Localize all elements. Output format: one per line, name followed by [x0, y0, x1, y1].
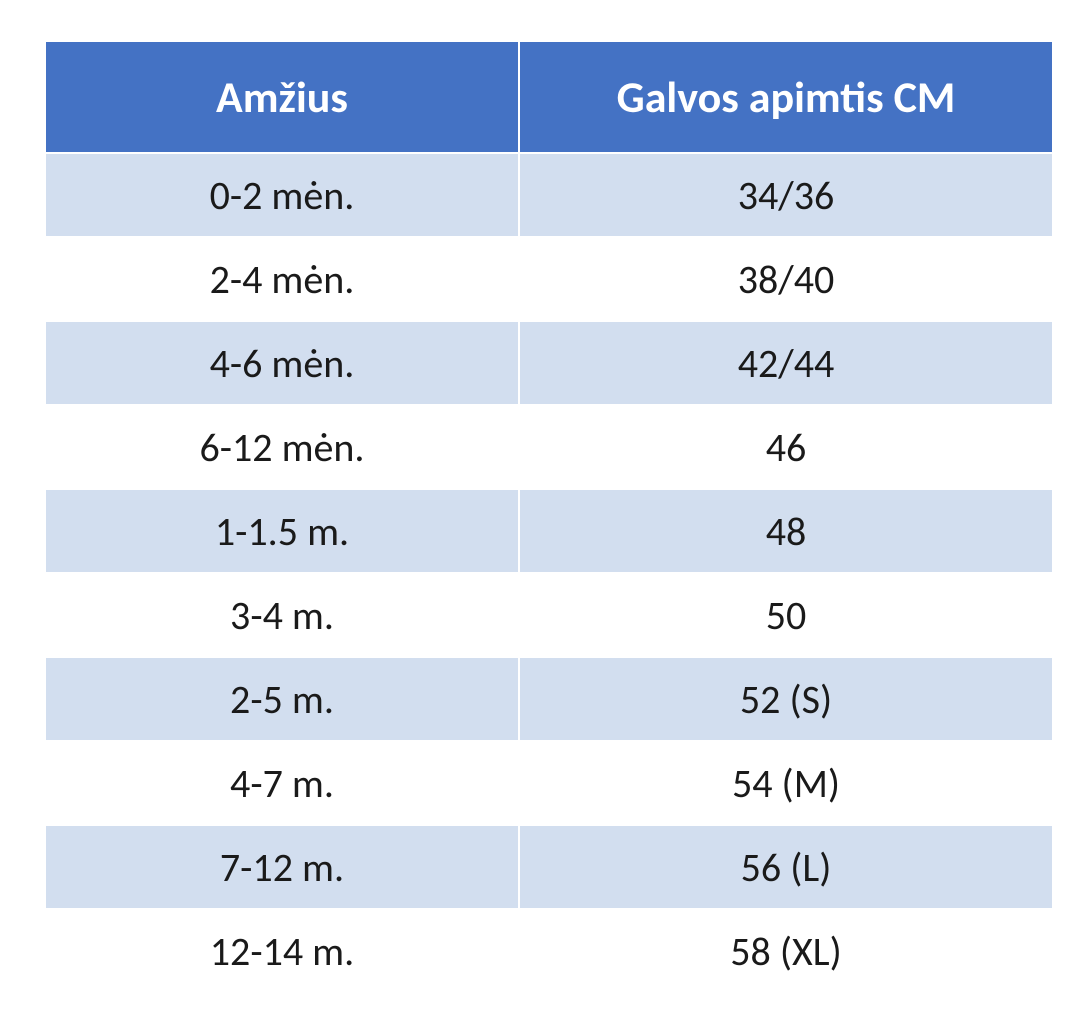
- size-chart-table: Amžius Galvos apimtis CM 0-2 mėn. 34/36 …: [44, 40, 1054, 994]
- table-row: 0-2 mėn. 34/36: [45, 153, 1053, 237]
- table-row: 12-14 m. 58 (XL): [45, 909, 1053, 993]
- cell-age: 1-1.5 m.: [45, 489, 519, 573]
- cell-value: 58 (XL): [519, 909, 1053, 993]
- cell-value: 42/44: [519, 321, 1053, 405]
- table-row: 4-7 m. 54 (M): [45, 741, 1053, 825]
- cell-age: 6-12 mėn.: [45, 405, 519, 489]
- table-row: 7-12 m. 56 (L): [45, 825, 1053, 909]
- cell-age: 7-12 m.: [45, 825, 519, 909]
- table-row: 1-1.5 m. 48: [45, 489, 1053, 573]
- cell-age: 12-14 m.: [45, 909, 519, 993]
- cell-value: 52 (S): [519, 657, 1053, 741]
- cell-age: 4-7 m.: [45, 741, 519, 825]
- table-row: 2-4 mėn. 38/40: [45, 237, 1053, 321]
- cell-value: 46: [519, 405, 1053, 489]
- table-row: 3-4 m. 50: [45, 573, 1053, 657]
- cell-value: 38/40: [519, 237, 1053, 321]
- cell-age: 2-5 m.: [45, 657, 519, 741]
- cell-age: 3-4 m.: [45, 573, 519, 657]
- cell-age: 4-6 mėn.: [45, 321, 519, 405]
- cell-value: 56 (L): [519, 825, 1053, 909]
- cell-value: 34/36: [519, 153, 1053, 237]
- table-row: 2-5 m. 52 (S): [45, 657, 1053, 741]
- table-container: Amžius Galvos apimtis CM 0-2 mėn. 34/36 …: [0, 0, 1092, 1034]
- cell-age: 2-4 mėn.: [45, 237, 519, 321]
- cell-value: 54 (M): [519, 741, 1053, 825]
- table-row: 6-12 mėn. 46: [45, 405, 1053, 489]
- cell-age: 0-2 mėn.: [45, 153, 519, 237]
- header-row: Amžius Galvos apimtis CM: [45, 41, 1053, 153]
- cell-value: 50: [519, 573, 1053, 657]
- table-row: 4-6 mėn. 42/44: [45, 321, 1053, 405]
- cell-value: 48: [519, 489, 1053, 573]
- header-circumference: Galvos apimtis CM: [519, 41, 1053, 153]
- header-age: Amžius: [45, 41, 519, 153]
